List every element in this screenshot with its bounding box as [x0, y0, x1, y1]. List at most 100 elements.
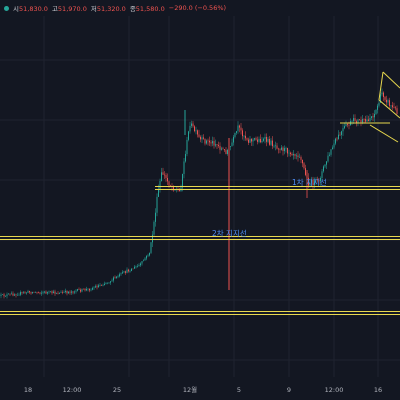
candle-body	[246, 138, 248, 140]
candle	[95, 284, 96, 288]
candle	[144, 256, 146, 261]
candle-body	[84, 288, 86, 291]
candle-body	[47, 292, 48, 294]
candle	[288, 149, 290, 157]
channel-line	[378, 99, 400, 119]
change-value: −290.0 (−0.56%)	[168, 4, 227, 12]
candle	[81, 288, 83, 293]
candle	[104, 281, 105, 286]
candle	[131, 268, 132, 272]
candle-body	[254, 138, 255, 140]
candle-body	[318, 180, 320, 182]
candle-body	[317, 179, 318, 181]
candle	[227, 148, 228, 156]
candle-body	[20, 292, 21, 295]
candle-body	[179, 189, 180, 192]
candle-body	[320, 178, 321, 182]
candle	[233, 134, 234, 146]
candle-body	[86, 288, 87, 291]
candle-body	[305, 168, 306, 175]
candle	[39, 292, 41, 295]
candle	[15, 293, 17, 298]
candle-body	[152, 234, 153, 243]
candle-body	[323, 166, 324, 172]
annotation-label: 1차 지지선	[292, 178, 327, 187]
candle-body	[321, 171, 323, 179]
candle-body	[71, 291, 72, 293]
candle	[6, 292, 8, 299]
candle-body	[8, 293, 9, 295]
candle-body	[170, 185, 171, 187]
candle-body	[381, 92, 383, 95]
candle	[374, 110, 375, 122]
candle-body	[50, 291, 51, 292]
candle	[66, 290, 68, 296]
candle-body	[339, 134, 341, 136]
candle-body	[56, 293, 57, 295]
high-value: 51,970.0	[57, 5, 87, 13]
candle	[77, 288, 78, 292]
candle-body	[393, 107, 395, 108]
candle	[32, 291, 33, 294]
candle-body	[155, 212, 156, 222]
candle-body	[195, 130, 197, 132]
candle-body	[116, 276, 117, 279]
candle-body	[3, 294, 5, 297]
candle	[27, 289, 29, 293]
candle-body	[102, 285, 104, 286]
candle-body	[215, 144, 216, 146]
candle	[342, 124, 344, 136]
candle-body	[341, 131, 342, 135]
candle-body	[158, 188, 159, 197]
candle-body	[335, 138, 336, 144]
candle	[216, 143, 218, 150]
candle	[128, 268, 129, 273]
candle-body	[135, 266, 137, 268]
candle-body	[144, 258, 146, 261]
candle-body	[17, 295, 18, 296]
x-tick-label: 16	[374, 386, 382, 394]
annotations: 1차 지지선 2차 지지선	[212, 178, 327, 238]
candle-body	[38, 292, 39, 294]
candle	[200, 135, 201, 143]
candle	[323, 165, 324, 173]
candle	[68, 291, 69, 294]
candle	[257, 136, 258, 145]
candle-body	[353, 118, 354, 122]
candle	[243, 135, 245, 141]
candle	[9, 293, 11, 297]
candle	[261, 136, 263, 144]
candle-body	[374, 113, 375, 118]
candle	[296, 153, 297, 160]
candle-body	[48, 291, 50, 293]
candle	[386, 95, 387, 106]
candle	[375, 109, 377, 116]
candle-body	[326, 161, 327, 165]
candle-body	[39, 292, 41, 294]
candle-body	[123, 271, 125, 273]
candle	[321, 168, 323, 181]
candle-body	[93, 287, 95, 289]
candle	[42, 290, 44, 295]
candle-body	[126, 269, 128, 273]
candle-body	[99, 285, 101, 286]
candle-body	[53, 291, 54, 294]
candle-body	[396, 108, 398, 114]
candle	[252, 137, 254, 147]
candle	[162, 167, 164, 176]
candle-body	[261, 140, 263, 143]
candle-body	[66, 290, 68, 294]
candle-body	[156, 196, 158, 213]
candle-body	[131, 268, 132, 272]
candle-body	[80, 289, 81, 292]
candle-body	[62, 292, 63, 293]
candle-body	[173, 186, 174, 191]
candle	[62, 290, 63, 295]
candle-body	[194, 126, 195, 132]
candle-body	[312, 179, 314, 186]
candle	[300, 155, 302, 164]
candle-body	[137, 266, 138, 267]
candle	[125, 270, 126, 275]
candle	[191, 120, 192, 129]
